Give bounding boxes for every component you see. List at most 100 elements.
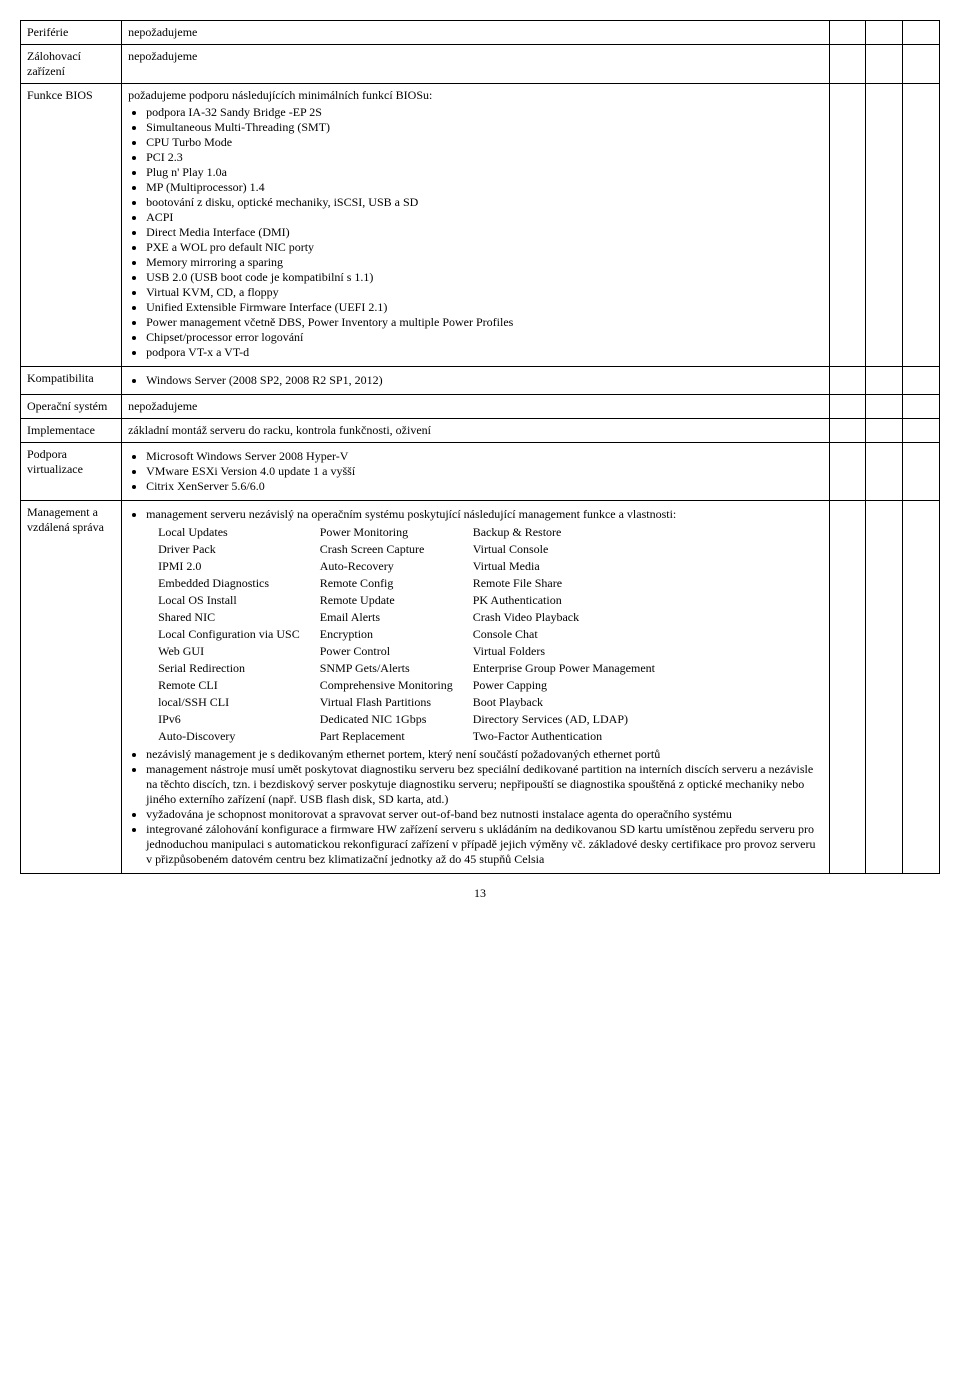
list-item: bootování z disku, optické mechaniky, iS… bbox=[146, 195, 823, 210]
feature-cell: local/SSH CLI bbox=[158, 694, 320, 711]
feature-cell: Enterprise Group Power Management bbox=[473, 660, 675, 677]
row-label: Management a vzdálená správa bbox=[21, 501, 122, 874]
mgmt-bullets: nezávislý management je s dedikovaným et… bbox=[146, 747, 823, 867]
feature-cell: Auto-Recovery bbox=[320, 558, 473, 575]
list-item: Microsoft Windows Server 2008 Hyper-V bbox=[146, 449, 823, 464]
row-label: Zálohovací zařízení bbox=[21, 45, 122, 84]
row-value: nepožadujeme bbox=[122, 395, 830, 419]
table-row: Implementace základní montáž serveru do … bbox=[21, 419, 940, 443]
row-value: Microsoft Windows Server 2008 Hyper-VVMw… bbox=[122, 443, 830, 501]
feature-cell: Virtual Folders bbox=[473, 643, 675, 660]
feature-cell: PK Authentication bbox=[473, 592, 675, 609]
list-item: Unified Extensible Firmware Interface (U… bbox=[146, 300, 823, 315]
list-item: USB 2.0 (USB boot code je kompatibilní s… bbox=[146, 270, 823, 285]
row-label: Operační systém bbox=[21, 395, 122, 419]
feature-cell: Virtual Media bbox=[473, 558, 675, 575]
feature-cell: Power Monitoring bbox=[320, 524, 473, 541]
row-value: základní montáž serveru do racku, kontro… bbox=[122, 419, 830, 443]
feature-row: Local Configuration via USCEncryptionCon… bbox=[158, 626, 675, 643]
feature-row: Driver PackCrash Screen CaptureVirtual C… bbox=[158, 541, 675, 558]
feature-cell: Comprehensive Monitoring bbox=[320, 677, 473, 694]
feature-cell: Crash Screen Capture bbox=[320, 541, 473, 558]
feature-cell: Remote File Share bbox=[473, 575, 675, 592]
list-item: Plug n' Play 1.0a bbox=[146, 165, 823, 180]
list-item: podpora IA-32 Sandy Bridge -EP 2S bbox=[146, 105, 823, 120]
feature-cell: Encryption bbox=[320, 626, 473, 643]
feature-row: Auto-DiscoveryPart ReplacementTwo-Factor… bbox=[158, 728, 675, 745]
feature-cell: Shared NIC bbox=[158, 609, 320, 626]
feature-cell: Part Replacement bbox=[320, 728, 473, 745]
table-row: Operační systém nepožadujeme bbox=[21, 395, 940, 419]
feature-row: IPMI 2.0Auto-RecoveryVirtual Media bbox=[158, 558, 675, 575]
feature-cell: Embedded Diagnostics bbox=[158, 575, 320, 592]
feature-cell: Two-Factor Authentication bbox=[473, 728, 675, 745]
feature-cell: Serial Redirection bbox=[158, 660, 320, 677]
list-item: Virtual KVM, CD, a floppy bbox=[146, 285, 823, 300]
feature-cell: Remote Config bbox=[320, 575, 473, 592]
table-row: Kompatibilita Windows Server (2008 SP2, … bbox=[21, 367, 940, 395]
feature-row: Local UpdatesPower MonitoringBackup & Re… bbox=[158, 524, 675, 541]
list-item: Direct Media Interface (DMI) bbox=[146, 225, 823, 240]
table-row: Zálohovací zařízení nepožadujeme bbox=[21, 45, 940, 84]
feature-cell: Driver Pack bbox=[158, 541, 320, 558]
row-value: nepožadujeme bbox=[122, 21, 830, 45]
list-item: vyžadována je schopnost monitorovat a sp… bbox=[146, 807, 823, 822]
list-item: PXE a WOL pro default NIC porty bbox=[146, 240, 823, 255]
list-item: CPU Turbo Mode bbox=[146, 135, 823, 150]
feature-cell: Dedicated NIC 1Gbps bbox=[320, 711, 473, 728]
row-value: nepožadujeme bbox=[122, 45, 830, 84]
row-label: Podpora virtualizace bbox=[21, 443, 122, 501]
feature-row: Embedded DiagnosticsRemote ConfigRemote … bbox=[158, 575, 675, 592]
feature-cell: Web GUI bbox=[158, 643, 320, 660]
feature-row: IPv6Dedicated NIC 1GbpsDirectory Service… bbox=[158, 711, 675, 728]
list-item: ACPI bbox=[146, 210, 823, 225]
feature-cell: Local OS Install bbox=[158, 592, 320, 609]
spec-table: Periférie nepožadujeme Zálohovací zaříze… bbox=[20, 20, 940, 874]
feature-row: Local OS InstallRemote UpdatePK Authenti… bbox=[158, 592, 675, 609]
row-label: Kompatibilita bbox=[21, 367, 122, 395]
list-item: Citrix XenServer 5.6/6.0 bbox=[146, 479, 823, 494]
feature-cell: Local Updates bbox=[158, 524, 320, 541]
list-item: PCI 2.3 bbox=[146, 150, 823, 165]
mgmt-feature-table: Local UpdatesPower MonitoringBackup & Re… bbox=[158, 524, 675, 745]
feature-cell: Boot Playback bbox=[473, 694, 675, 711]
feature-cell: Console Chat bbox=[473, 626, 675, 643]
feature-cell: Remote Update bbox=[320, 592, 473, 609]
bios-list: podpora IA-32 Sandy Bridge -EP 2SSimulta… bbox=[146, 105, 823, 360]
list-item: podpora VT-x a VT-d bbox=[146, 345, 823, 360]
feature-cell: SNMP Gets/Alerts bbox=[320, 660, 473, 677]
list-item: management nástroje musí umět poskytovat… bbox=[146, 762, 823, 807]
feature-cell: Directory Services (AD, LDAP) bbox=[473, 711, 675, 728]
feature-cell: Backup & Restore bbox=[473, 524, 675, 541]
feature-cell: Crash Video Playback bbox=[473, 609, 675, 626]
mgmt-intro: management serveru nezávislý na operační… bbox=[146, 507, 823, 522]
feature-row: Web GUIPower ControlVirtual Folders bbox=[158, 643, 675, 660]
feature-cell: Remote CLI bbox=[158, 677, 320, 694]
table-row: Management a vzdálená správa management … bbox=[21, 501, 940, 874]
list-item: Windows Server (2008 SP2, 2008 R2 SP1, 2… bbox=[146, 373, 823, 388]
list-item: Memory mirroring a sparing bbox=[146, 255, 823, 270]
feature-cell: IPv6 bbox=[158, 711, 320, 728]
feature-cell: Power Capping bbox=[473, 677, 675, 694]
feature-row: Serial RedirectionSNMP Gets/AlertsEnterp… bbox=[158, 660, 675, 677]
bios-intro: požadujeme podporu následujících minimál… bbox=[128, 88, 823, 103]
feature-cell: Auto-Discovery bbox=[158, 728, 320, 745]
table-row: Periférie nepožadujeme bbox=[21, 21, 940, 45]
feature-cell: Power Control bbox=[320, 643, 473, 660]
feature-cell: Virtual Flash Partitions bbox=[320, 694, 473, 711]
row-label: Funkce BIOS bbox=[21, 84, 122, 367]
list-item: VMware ESXi Version 4.0 update 1 a vyšší bbox=[146, 464, 823, 479]
row-label: Implementace bbox=[21, 419, 122, 443]
feature-cell: Email Alerts bbox=[320, 609, 473, 626]
virt-list: Microsoft Windows Server 2008 Hyper-VVMw… bbox=[146, 449, 823, 494]
list-item: nezávislý management je s dedikovaným et… bbox=[146, 747, 823, 762]
list-item: Power management včetně DBS, Power Inven… bbox=[146, 315, 823, 330]
feature-row: Remote CLIComprehensive MonitoringPower … bbox=[158, 677, 675, 694]
feature-cell: Local Configuration via USC bbox=[158, 626, 320, 643]
page-number: 13 bbox=[20, 886, 940, 901]
feature-row: local/SSH CLIVirtual Flash PartitionsBoo… bbox=[158, 694, 675, 711]
feature-cell: Virtual Console bbox=[473, 541, 675, 558]
table-row: Podpora virtualizace Microsoft Windows S… bbox=[21, 443, 940, 501]
table-row: Funkce BIOS požadujeme podporu následují… bbox=[21, 84, 940, 367]
row-value: Windows Server (2008 SP2, 2008 R2 SP1, 2… bbox=[122, 367, 830, 395]
